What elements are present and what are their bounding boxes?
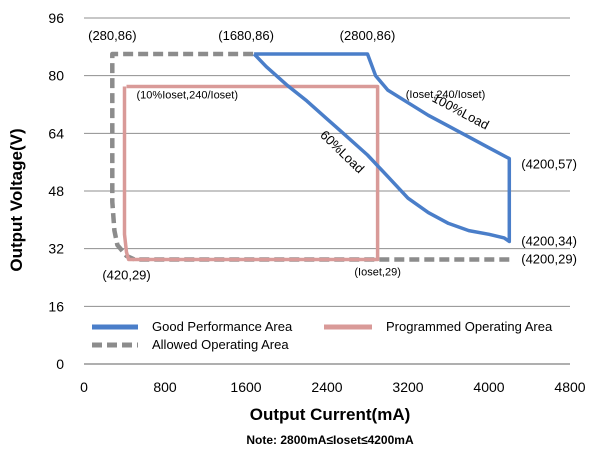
x-tick-label: 4800 xyxy=(554,379,585,395)
annotation-label: (1680,86) xyxy=(218,28,274,43)
series-good-performance-area-line xyxy=(252,52,512,244)
y-tick-label: 96 xyxy=(48,10,64,26)
x-tick-labels: 0 800 1600 2400 3200 4000 4800 xyxy=(80,379,586,395)
x-axis-title: Output Current(mA) xyxy=(250,405,411,424)
series-programmed-operating-area-line xyxy=(122,84,380,262)
x-tick-label: 2400 xyxy=(311,379,342,395)
y-tick-label: 64 xyxy=(48,125,64,141)
annotation-label: (2800,86) xyxy=(340,28,396,43)
annotation-label: (4200,34) xyxy=(521,233,577,248)
legend-label-programmed: Programmed Operating Area xyxy=(386,319,553,334)
y-tick-label: 32 xyxy=(48,241,64,257)
annotation-label: (Ioset,29) xyxy=(354,266,400,278)
x-tick-label: 800 xyxy=(153,379,177,395)
annotation-label: (420,29) xyxy=(102,267,150,282)
y-tick-label: 80 xyxy=(48,68,64,84)
annotation-label: (Ioset,240/Ioset) xyxy=(406,89,486,101)
y-tick-label: 0 xyxy=(56,356,64,372)
x-tick-label: 3200 xyxy=(392,379,423,395)
x-tick-label: 4000 xyxy=(473,379,504,395)
annotation-label: (4200,29) xyxy=(521,251,577,266)
chart-note: Note: 2800mA≤Ioset≤4200mA xyxy=(246,433,414,447)
legend-label-allowed: Allowed Operating Area xyxy=(152,337,289,352)
x-tick-label: 1600 xyxy=(230,379,261,395)
annotation-label: (4200,57) xyxy=(521,157,577,172)
gridlines xyxy=(84,17,570,365)
y-tick-labels: 0 16 32 48 64 80 96 xyxy=(48,10,64,372)
legend-label-good-performance: Good Performance Area xyxy=(152,319,293,334)
series-layer xyxy=(110,51,512,262)
annotation-label: (280,86) xyxy=(88,28,136,43)
y-axis-title: Output Voltage(V) xyxy=(7,128,26,271)
annotation-label: (10%Ioset,240/Ioset) xyxy=(137,89,239,101)
y-tick-label: 16 xyxy=(48,298,64,314)
y-tick-label: 48 xyxy=(48,183,64,199)
legend: Good Performance Area Programmed Operati… xyxy=(92,319,553,352)
x-tick-label: 0 xyxy=(80,379,88,395)
